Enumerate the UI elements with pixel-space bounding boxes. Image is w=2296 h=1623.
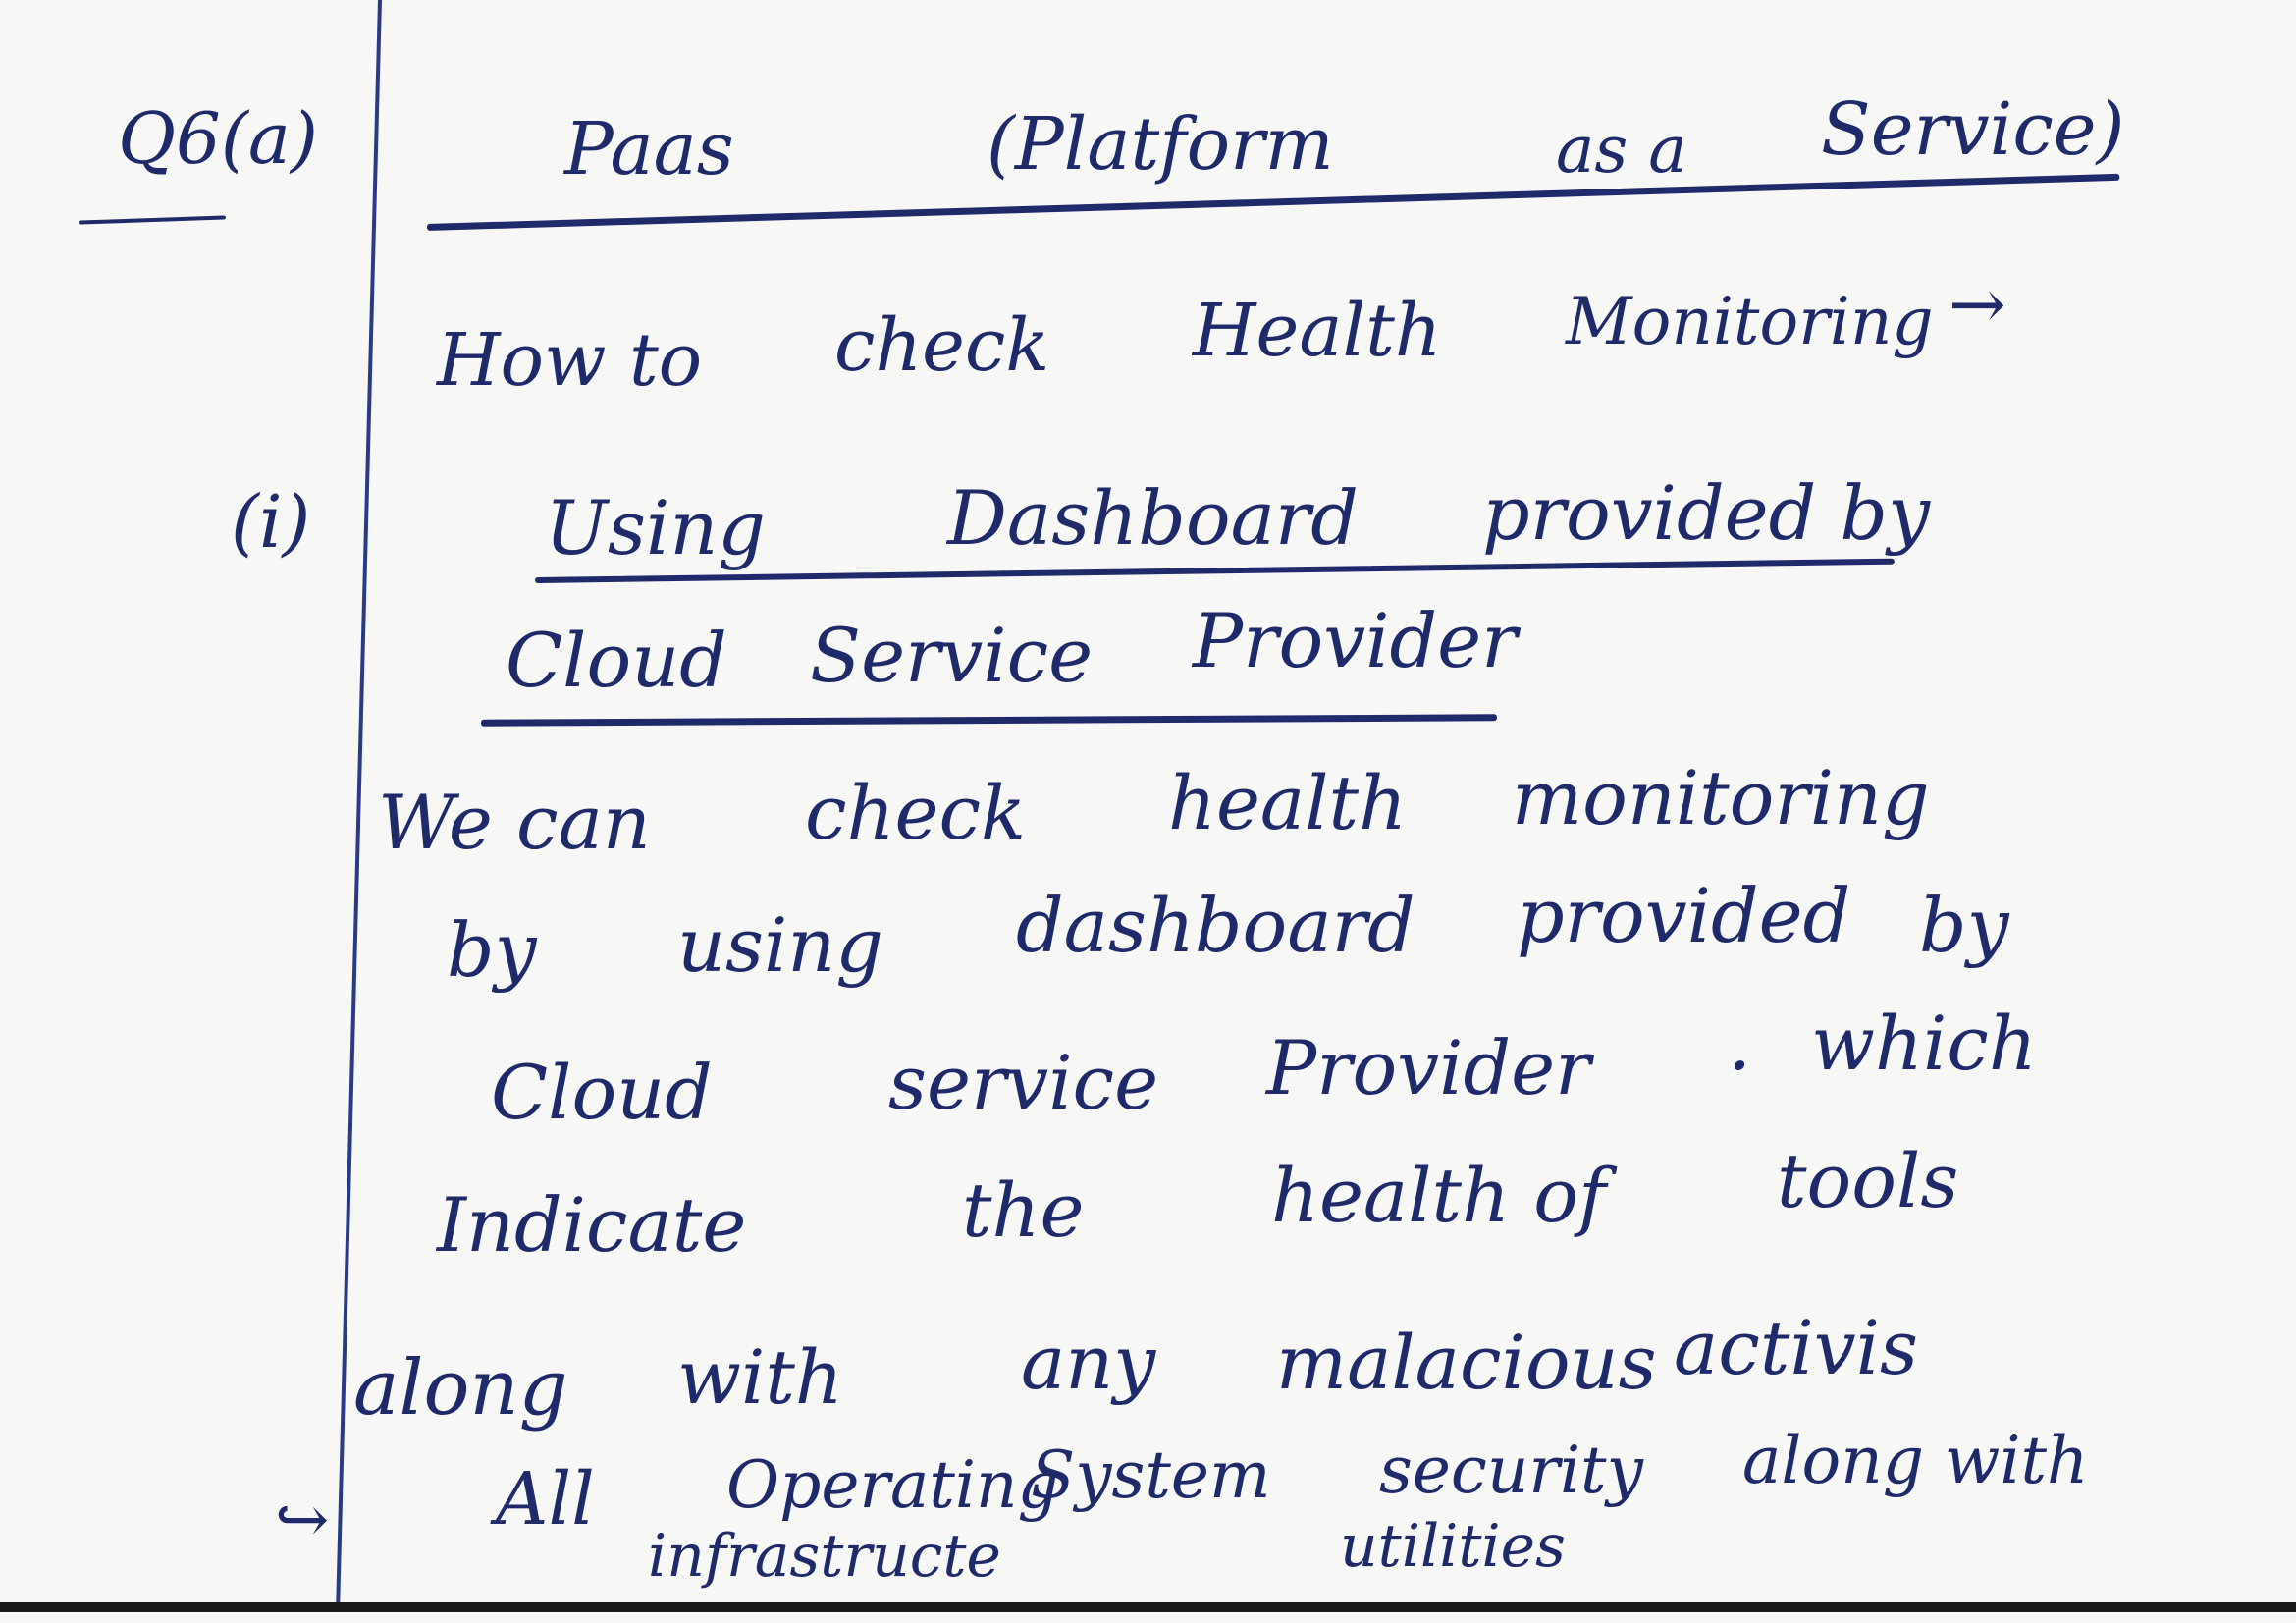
- body-line1-health: health: [1168, 759, 1408, 846]
- body-line2-provided: provided: [1517, 872, 1851, 959]
- body-line5-activis: activis: [1674, 1304, 1918, 1391]
- title-word-as-a: as a: [1556, 112, 1687, 188]
- body-line4-health-of: health of: [1271, 1152, 1607, 1239]
- body-line1-monitoring: monitoring: [1512, 754, 1930, 841]
- curved-arrow-icon: ↪: [275, 1482, 330, 1557]
- body-line5-malacious: malacious: [1276, 1319, 1657, 1406]
- final-system: System: [1031, 1437, 1271, 1513]
- body-line3-which: which: [1811, 1000, 2037, 1087]
- final-utilities: utilities: [1340, 1512, 1566, 1581]
- body-line5-with: with: [677, 1333, 843, 1421]
- body-line2-using: using: [677, 901, 883, 989]
- title-word-paas: Paas: [564, 107, 734, 191]
- final-along-with: along with: [1742, 1423, 2089, 1498]
- point-underline-2: [480, 714, 1498, 727]
- point-service: Service: [810, 612, 1094, 699]
- body-line4-indicate: Indicate: [437, 1181, 747, 1269]
- point-number: (i): [231, 480, 311, 565]
- body-line1-check: check: [805, 769, 1027, 856]
- heading-health: Health: [1193, 289, 1442, 373]
- body-line5-along: along: [353, 1344, 568, 1433]
- right-arrow-icon: →: [1949, 264, 2006, 345]
- body-line5-any: any: [1021, 1319, 1156, 1406]
- title-word-platform: (Platform: [987, 102, 1334, 187]
- body-line3-cloud: Cloud: [491, 1049, 713, 1136]
- body-line3-period: .: [1728, 1000, 1752, 1087]
- title-word-service: Service): [1821, 87, 2125, 172]
- body-line3-provider: Provider: [1266, 1024, 1591, 1111]
- heading-monitoring: Monitoring: [1566, 284, 1934, 359]
- final-infrastructe: infrastructe: [648, 1522, 1001, 1591]
- body-line3-service: service: [888, 1039, 1159, 1126]
- point-using: Using: [545, 484, 766, 571]
- final-all: All: [496, 1457, 595, 1542]
- point-provider: Provider: [1193, 597, 1518, 684]
- body-line1-we-can: We can: [378, 779, 651, 866]
- final-operating: Operating: [726, 1447, 1059, 1523]
- heading-how-to: How to: [437, 318, 703, 403]
- body-line4-tools: tools: [1777, 1137, 1959, 1224]
- question-label: Q6(a): [118, 97, 318, 180]
- body-line2-dashboard: dashboard: [1016, 882, 1415, 969]
- body-line4-the: the: [962, 1166, 1085, 1254]
- heading-check: check: [834, 303, 1050, 388]
- point-provided-by: provided by: [1482, 469, 1930, 557]
- point-dashboard: Dashboard: [947, 474, 1359, 562]
- question-underline: [78, 215, 227, 225]
- point-cloud: Cloud: [506, 617, 727, 704]
- body-line2-by: by: [447, 906, 537, 994]
- final-security: security: [1379, 1433, 1643, 1508]
- body-line2-by-2: by: [1919, 882, 2009, 969]
- page-bottom-edge: [0, 1602, 2296, 1612]
